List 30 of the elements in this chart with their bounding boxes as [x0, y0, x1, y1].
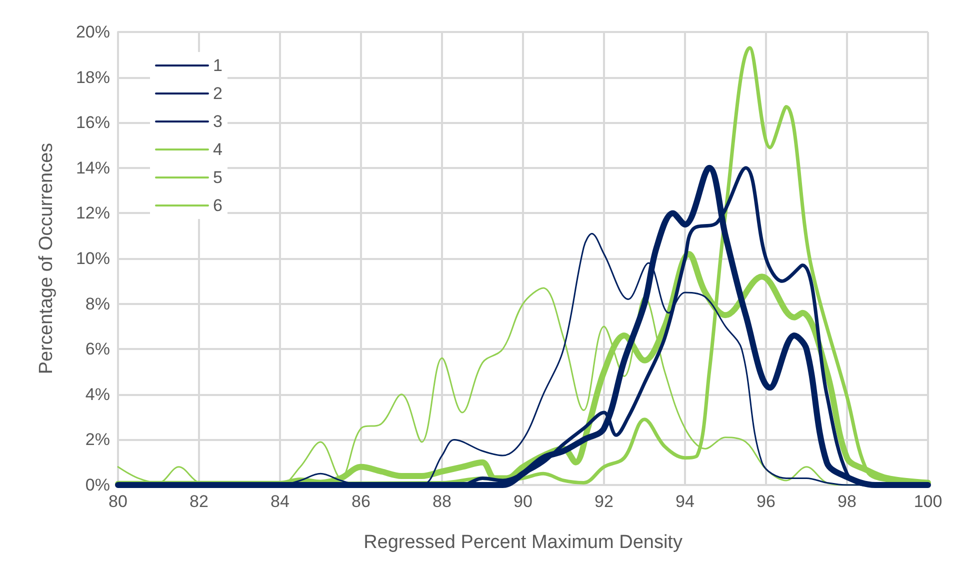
legend-label: 5: [213, 168, 222, 187]
x-tick-label: 82: [190, 492, 208, 511]
y-tick-label: 16%: [76, 113, 110, 132]
y-axis-title: Percentage of Occurrences: [36, 142, 57, 374]
x-tick-label: 94: [676, 492, 694, 511]
x-tick-label: 90: [514, 492, 532, 511]
x-tick-label: 84: [270, 492, 290, 511]
legend-label: 3: [213, 112, 222, 131]
y-tick-label: 8%: [85, 294, 110, 314]
x-tick-label: 92: [594, 492, 614, 511]
x-tick-label: 98: [838, 492, 856, 511]
y-tick-label: 2%: [85, 430, 110, 450]
legend-label: 4: [213, 140, 222, 159]
x-tick-label: 96: [756, 492, 776, 511]
y-tick-label: 14%: [76, 158, 110, 178]
y-tick-label: 12%: [76, 204, 110, 223]
x-tick-label: 88: [432, 492, 452, 511]
legend-label: 2: [213, 84, 222, 103]
x-axis-title: Regressed Percent Maximum Density: [364, 532, 683, 553]
y-tick-label: 20%: [76, 22, 110, 42]
legend-label: 1: [213, 56, 222, 75]
y-tick-label: 6%: [85, 340, 110, 359]
y-tick-label: 0%: [85, 476, 110, 494]
y-tick-label: 4%: [85, 384, 110, 404]
y-tick-label: 10%: [76, 249, 110, 268]
x-tick-label: 100: [914, 492, 942, 511]
legend-label: 6: [213, 196, 222, 215]
x-tick-label: 80: [108, 492, 128, 511]
y-tick-label: 18%: [76, 68, 110, 87]
x-tick-label: 86: [352, 492, 370, 511]
